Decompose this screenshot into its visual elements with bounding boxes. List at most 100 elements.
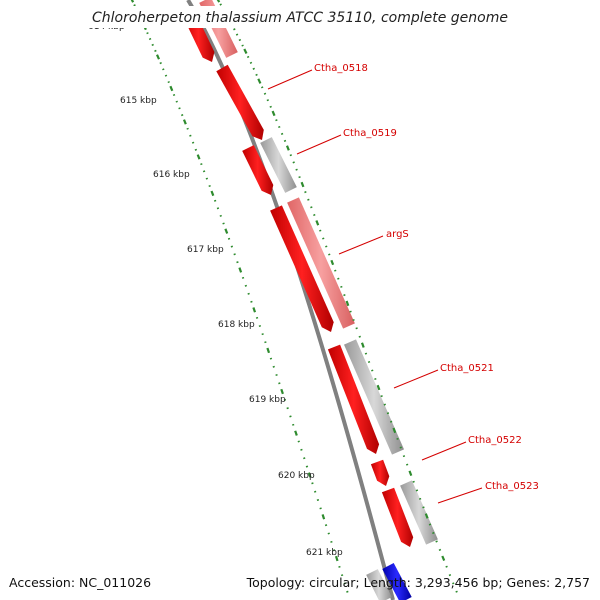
topology-text: Topology: circular; Length: 3,293,456 bp…: [246, 575, 590, 590]
outer-ring-tick: [252, 67, 255, 70]
outer-ring-tick: [445, 565, 448, 568]
outer-ring-tick: [289, 154, 293, 157]
outer-ring-tick: [295, 168, 298, 171]
outer-ring-tick: [380, 395, 383, 398]
inner-ring-tick: [321, 514, 326, 520]
inner-ring-tick: [311, 482, 314, 485]
outer-ring-tick: [233, 28, 236, 31]
gene-label-ctha0519[interactable]: Ctha_0519: [343, 128, 397, 139]
inner-ring-tick: [343, 582, 346, 585]
outer-ring-tick: [219, 3, 222, 6]
inner-ring-tick: [219, 214, 222, 217]
gene-feature-ctha0519-outer[interactable]: [260, 137, 297, 193]
gene-feature-ctha0524-outer[interactable]: [366, 569, 392, 600]
inner-ring-tick: [200, 163, 203, 166]
scale-label-615: 615 kbp: [120, 96, 157, 106]
gene-track: [182, 0, 438, 600]
scale-label-618: 618 kbp: [218, 320, 255, 330]
inner-ring-tick: [247, 292, 250, 295]
gene-feature-args-outer[interactable]: [287, 197, 355, 329]
inner-ring-tick: [196, 154, 201, 160]
inner-ring-tick: [175, 100, 178, 103]
outer-ring-tick: [408, 470, 413, 476]
outer-ring-tick: [412, 480, 415, 483]
scale-label-621: 621 kbp: [306, 548, 343, 558]
inner-ring-tick: [227, 237, 231, 240]
inner-ring-tick: [180, 114, 184, 117]
outer-ring-tick: [260, 86, 264, 89]
gene-feature-ctha0521-outer[interactable]: [344, 339, 404, 455]
outer-ring-tick: [396, 437, 399, 440]
gene-label-ctha0521[interactable]: Ctha_0521: [440, 363, 494, 374]
outer-ring-tick: [389, 420, 393, 423]
accession-text: Accession: NC_011026: [9, 575, 152, 590]
leader-line-ctha0523: [437, 487, 483, 504]
outer-ring-tick: [405, 463, 409, 466]
outer-ring-tick: [386, 412, 390, 415]
genome-backbone: [186, 0, 395, 600]
outer-ring-tick: [307, 198, 310, 201]
gene-feature-ctha0518[interactable]: [216, 64, 264, 140]
inner-ring-tick: [233, 253, 236, 256]
outer-ring-tick: [328, 253, 331, 256]
outer-ring-tick: [435, 540, 438, 543]
gene-label-args[interactable]: argS: [386, 229, 409, 240]
gene-label-ctha0518[interactable]: Ctha_0518: [314, 63, 368, 74]
inner-ring-tick: [236, 261, 239, 264]
inner-ring-tick: [213, 199, 217, 202]
inner-ring-tick: [224, 228, 229, 234]
inner-ring-tick: [182, 119, 187, 125]
inner-ring-tick: [210, 190, 215, 197]
gene-feature-ctha0521[interactable]: [327, 344, 380, 454]
inner-ring-tick: [208, 184, 211, 188]
gene-feature-ctha0523[interactable]: [381, 487, 414, 547]
inner-ring-tick: [191, 141, 195, 144]
inner-ring-tick: [169, 85, 174, 92]
inner-ring-tick: [133, 4, 136, 7]
gene-feature-ctha0522[interactable]: [370, 459, 390, 486]
leader-line-args: [338, 235, 384, 255]
outer-ring-tick: [292, 161, 295, 164]
outer-ring-tick: [285, 145, 290, 151]
inner-ring-tick: [162, 68, 165, 71]
outer-ring-tick: [355, 327, 358, 330]
gene-feature-ctha0523-outer[interactable]: [400, 480, 438, 545]
outer-ring-tick: [428, 523, 432, 526]
outer-ring-tick: [334, 269, 337, 272]
gene-feature-ctha0524[interactable]: [382, 563, 412, 600]
outer-ring-tick: [349, 310, 352, 313]
scale-label-616: 616 kbp: [153, 170, 190, 180]
gene-label-ctha0522[interactable]: Ctha_0522: [468, 435, 522, 446]
gene-label-ctha0523[interactable]: Ctha_0523: [485, 481, 539, 492]
outer-ring-tick: [371, 369, 374, 372]
title-backdrop: [88, 6, 512, 28]
gene-feature-ctha0519[interactable]: [242, 145, 274, 195]
inner-ring-tick: [186, 127, 189, 130]
inner-ring-tick: [155, 54, 161, 60]
outer-ring-tick: [278, 125, 281, 129]
outer-ring-tick: [235, 33, 239, 36]
outer-ring-tick: [352, 318, 355, 322]
outer-ring-tick: [325, 245, 328, 248]
inner-ring-tick: [327, 532, 330, 535]
inner-ring-tick: [159, 62, 162, 65]
inner-ring-tick: [269, 357, 273, 360]
leader-line-ctha0518: [267, 69, 313, 90]
inner-ring-tick: [202, 170, 206, 173]
outer-ring-tick: [345, 300, 350, 307]
map-title: Chloroherpeton thalassium ATCC 35110, co…: [92, 10, 508, 26]
gene-feature-args[interactable]: [270, 205, 334, 332]
gene-labels: Ctha_0518 Ctha_0519 argS Ctha_0521 Ctha_…: [314, 63, 539, 492]
outer-ring-tick: [360, 342, 365, 348]
outer-ring-tick: [249, 61, 253, 64]
leader-line-ctha0522: [421, 441, 467, 461]
outer-ring-tick: [343, 294, 346, 297]
inner-ring-tick: [278, 382, 281, 385]
inner-ring-tick: [230, 245, 234, 248]
inner-ring-tick: [303, 457, 306, 460]
inner-ring-tick: [300, 448, 303, 451]
inner-ring-tick: [324, 524, 328, 527]
outer-ring-tick: [280, 132, 284, 135]
inner-ring-tick: [313, 490, 317, 493]
inner-ring-tick: [275, 373, 278, 377]
